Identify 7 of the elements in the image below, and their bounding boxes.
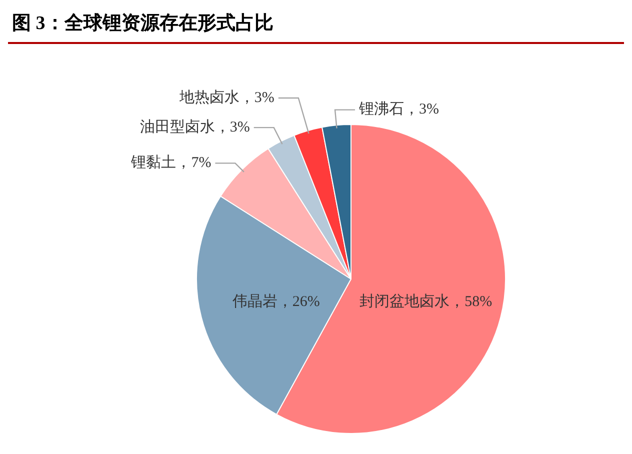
slice-label: 封闭盆地卤水，58% (360, 292, 492, 310)
slice-label: 地热卤水，3% (178, 88, 274, 106)
chart-title: 图 3：全球锂资源存在形式占比 (8, 8, 624, 44)
slice-label: 油田型卤水，3% (140, 118, 250, 136)
slice-label: 伟晶岩，26% (232, 292, 320, 310)
slice-label: 锂黏土，7% (130, 154, 212, 172)
slice-label: 锂沸石，3% (358, 100, 440, 118)
